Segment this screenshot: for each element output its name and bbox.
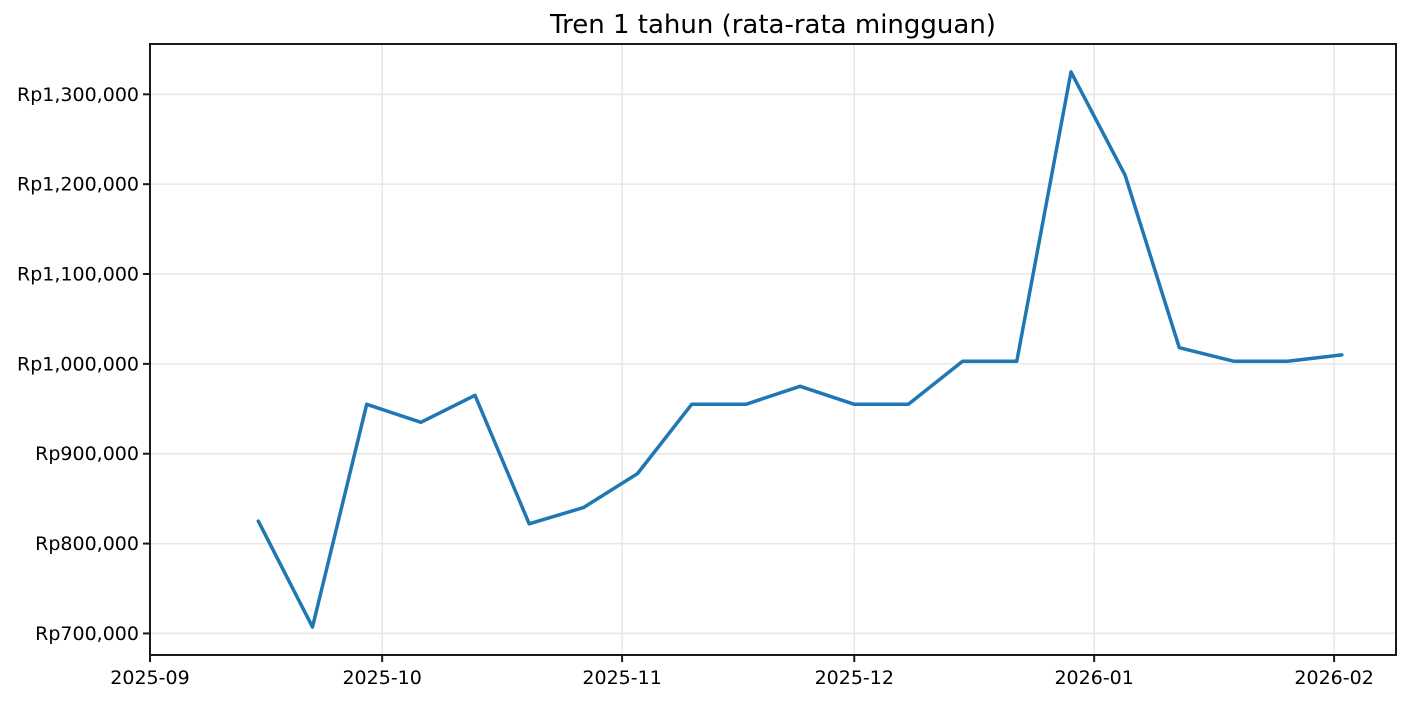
tick-labels: 2025-09 2025-10 2025-11 2025-12 2026-01 2026-…: [17, 84, 1374, 689]
plot-border: [149, 43, 1397, 656]
x-tick-label: 2025-09: [110, 667, 189, 689]
y-tick-label: Rp1,200,000: [17, 174, 139, 196]
y-tick-label: Rp900,000: [35, 443, 139, 465]
x-tick-label: 2025-12: [815, 667, 894, 689]
x-tick-label: 2025-10: [342, 667, 421, 689]
grid-layer: [149, 44, 1396, 655]
x-tick-label: 2026-02: [1294, 667, 1373, 689]
x-tick-label: 2025-11: [582, 667, 661, 689]
series-layer: [256, 70, 1344, 629]
axis-layer: [143, 43, 1397, 662]
y-tick-label: Rp1,100,000: [17, 264, 139, 286]
y-tick-label: Rp800,000: [35, 533, 139, 555]
trend-line: [256, 70, 1344, 629]
x-tick-label: 2026-01: [1054, 667, 1133, 689]
chart-title: Tren 1 tahun (rata-rata mingguan): [549, 10, 996, 40]
y-tick-label: Rp700,000: [35, 623, 139, 645]
y-tick-label: Rp1,000,000: [17, 353, 139, 375]
y-tick-label: Rp1,300,000: [17, 84, 139, 106]
